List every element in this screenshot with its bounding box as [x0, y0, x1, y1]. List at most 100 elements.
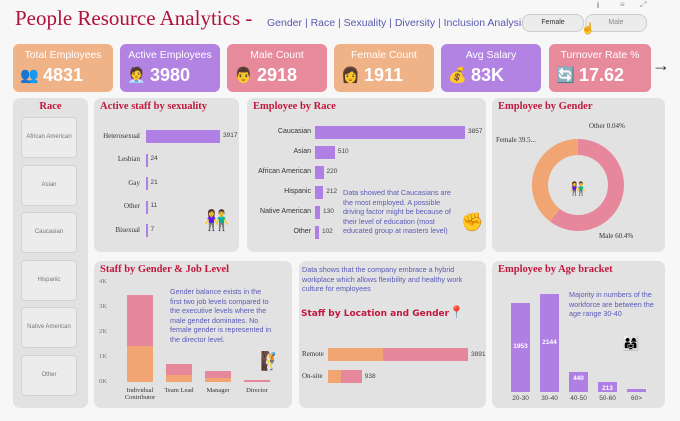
slicer-item[interactable]: Caucasian [21, 212, 77, 253]
kpi-label: Total Employees [24, 49, 102, 61]
location-note: Data shows that the company embrace a hy… [302, 265, 463, 293]
data-label: 3917 [223, 131, 238, 139]
kpi-label: Female Count [351, 49, 417, 61]
category-label: Heterosexual [103, 131, 140, 140]
slicer-item[interactable]: Native American [21, 307, 77, 348]
slicer-title: Race [39, 101, 62, 112]
expand-icon[interactable]: ⤢ [640, 0, 647, 9]
bar[interactable] [315, 186, 324, 199]
bar[interactable] [511, 302, 530, 392]
kpi-card: Active Employees 🧑‍💼 3980 [120, 44, 220, 92]
category-label: Asian [293, 147, 311, 155]
bar[interactable] [146, 177, 148, 190]
data-label: 510 [337, 147, 349, 155]
kpi-label: Avg Salary [465, 49, 517, 61]
stacked-bar-female[interactable] [205, 378, 231, 382]
bar[interactable] [315, 146, 335, 159]
bar[interactable] [146, 224, 148, 237]
category-label: On-site [302, 372, 323, 380]
stacked-bar-male[interactable] [127, 294, 153, 346]
stacked-bar-male[interactable] [383, 348, 468, 361]
data-label: 21 [150, 178, 158, 186]
category-label: Other [293, 227, 311, 235]
slicer-item[interactable]: Hispanic [21, 259, 77, 301]
slicer-item[interactable]: Other [21, 354, 77, 396]
bar[interactable] [540, 294, 559, 392]
bar[interactable] [146, 130, 220, 143]
toggle-male-button[interactable]: Male [585, 14, 647, 32]
gender-title: Employee by Gender [498, 101, 593, 112]
donut-slice-female[interactable] [532, 139, 579, 222]
location-panel: Data shows that the company embrace a hy… [299, 261, 486, 408]
climbing-person-icon: 🧗 [260, 351, 283, 371]
age-panel: Employee by Age bracket 1953 20-30 2144 30-… [492, 261, 665, 408]
info-icon[interactable]: i [597, 0, 599, 10]
category-label: Other [124, 202, 140, 210]
donut-slice-male[interactable] [550, 139, 624, 231]
filter-icon[interactable]: ≡ [620, 0, 625, 9]
kpi-value: 17.62 [579, 65, 625, 85]
stacked-bar-male[interactable] [205, 370, 231, 379]
next-arrow-icon[interactable]: → [652, 55, 670, 75]
gender-panel: Employee by Gender Male 60.4% Female 39.5… [492, 98, 665, 252]
slicer-item[interactable]: Asian [21, 164, 77, 206]
data-label: 3891 [471, 351, 486, 358]
y-tick-label: 4K [99, 278, 107, 285]
gender-equality-icon: 👫 [570, 181, 586, 196]
category-label: 50-60 [599, 395, 616, 402]
bar[interactable] [146, 153, 148, 167]
slice-label: Female 39.5... [496, 136, 536, 144]
job-title: Staff by Gender & Job Level [100, 264, 230, 275]
bar[interactable] [569, 371, 588, 392]
stacked-bar-female[interactable] [328, 370, 342, 383]
people-group-icon: 👥 [20, 67, 39, 84]
category-label: Gay [128, 178, 140, 187]
active-staff-icon: 🧑‍💼 [127, 67, 146, 84]
bar[interactable] [315, 226, 319, 239]
kpi-value: 3980 [150, 65, 191, 85]
category-label: 40-50 [570, 395, 587, 402]
data-label: 212 [326, 187, 338, 195]
age-title: Employee by Age bracket [498, 264, 613, 275]
bar[interactable] [315, 206, 321, 219]
data-label: 24 [150, 155, 158, 162]
kpi-card: Male Count 👨 2918 [227, 44, 327, 92]
stacked-bar-female[interactable] [127, 345, 153, 382]
bar[interactable] [315, 166, 324, 179]
bar[interactable] [598, 382, 617, 392]
data-label: 938 [364, 373, 376, 380]
location-title: Staff by Location and Gender [301, 309, 450, 319]
job-note: Gender balance exists in the first two j… [170, 287, 272, 344]
kpi-card: Turnover Rate % 🔄 17.62 [549, 44, 651, 92]
category-label: Director [246, 387, 268, 394]
category-label: 30-40 [541, 395, 558, 402]
bar[interactable] [627, 388, 646, 392]
stacked-bar-male[interactable] [341, 370, 362, 383]
race-title: Employee by Race [253, 101, 336, 112]
category-label: Hispanic [284, 187, 311, 195]
stacked-bar-female[interactable] [166, 374, 192, 382]
stacked-bar-male[interactable] [244, 379, 270, 382]
kpi-card: Total Employees 👥 4831 [13, 44, 113, 92]
kpi-value: 1911 [364, 65, 404, 85]
bar[interactable] [315, 126, 465, 139]
stacked-bar-female[interactable] [328, 348, 384, 361]
category-label: Bisexual [115, 225, 141, 234]
bar[interactable] [146, 200, 148, 214]
race-slicer: Race African American Asian Caucasian Hispa… [13, 98, 88, 408]
location-pin-icon: 📍 [449, 305, 464, 319]
stacked-bar-male[interactable] [166, 363, 192, 375]
raised-fists-icon: ✊ [461, 212, 484, 232]
money-bag-icon: 💰 [448, 67, 467, 84]
category-label: Manager [206, 387, 230, 394]
category-label: Caucasian [277, 127, 311, 135]
kpi-card: Avg Salary 💰 83K [441, 44, 541, 92]
y-tick-label: 3K [99, 303, 107, 310]
slicer-item[interactable]: African American [21, 117, 77, 158]
race-note: Data showed that Caucasians are the most… [343, 188, 451, 235]
female-person-icon: 👩 [341, 67, 360, 84]
family-icon: 👨‍👩‍👧 [622, 335, 640, 351]
category-label: 60> [630, 395, 643, 402]
toggle-female-button[interactable]: Female [522, 14, 584, 32]
male-person-icon: 👨 [234, 67, 253, 84]
